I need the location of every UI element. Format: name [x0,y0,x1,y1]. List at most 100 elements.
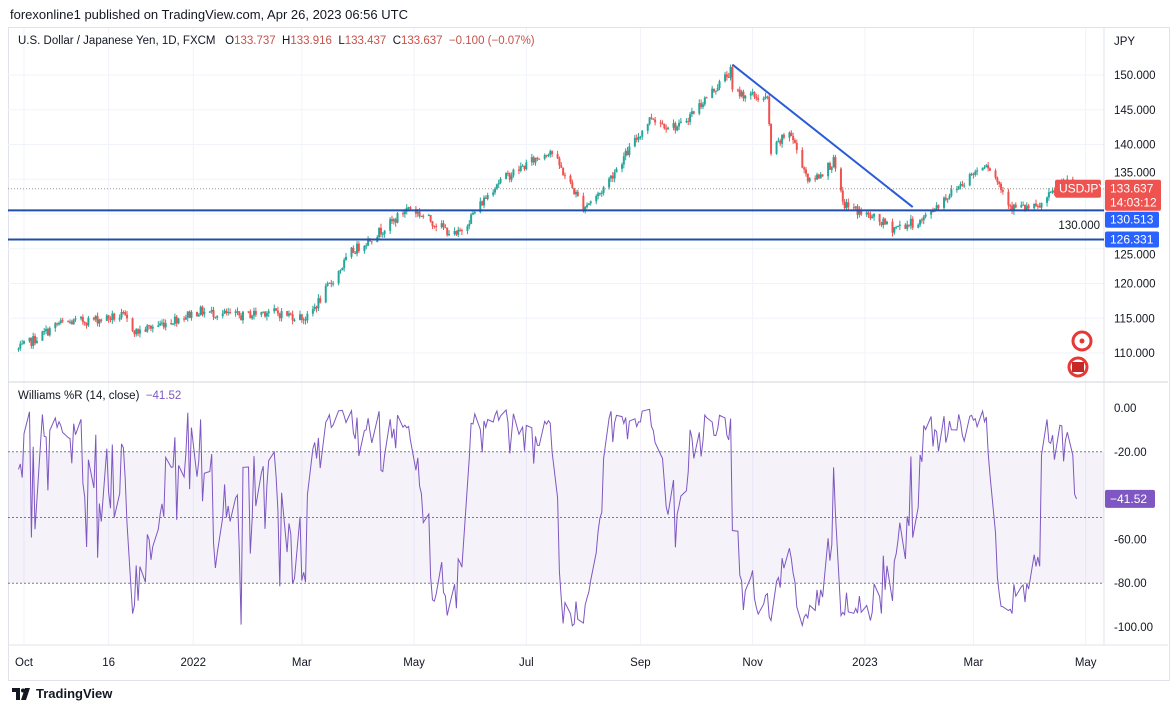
candle-body [755,96,758,99]
indicator-name: Williams %R (14, close) [18,390,140,402]
x-tick-label: May [1075,657,1097,669]
candle-body [370,241,373,243]
candle-body [963,185,966,187]
candle-body [576,191,579,196]
candle-body [532,157,535,163]
candle-body [350,247,353,257]
candle-body [468,223,471,227]
candle-body [1033,203,1036,209]
y-tick-label: 110.000 [1114,348,1155,360]
candle-body [159,323,162,326]
candle-body [930,211,933,215]
candle-body [770,124,773,154]
candle-body [740,91,743,97]
candle-body [56,323,59,325]
candle-body [122,312,125,314]
candle-body [724,74,727,82]
candle-body [944,197,947,200]
candle-body [628,146,631,156]
candle-body [867,212,870,215]
candle-body [613,172,616,179]
candle-body [238,311,241,316]
candle-body [597,193,600,197]
candle-body [821,174,824,177]
candle-body [505,172,508,179]
candle-body [830,167,833,170]
candle-body [135,329,138,335]
candle-body [622,156,625,165]
candle-body [409,207,412,210]
candle-body [69,321,71,323]
candle-body [113,313,116,320]
candle-body [337,271,340,284]
candle-body [124,312,127,315]
candle-body [884,218,887,225]
candle-body [536,157,539,159]
candle-body [959,184,962,187]
candle-body [650,117,653,119]
candle-body [57,323,60,325]
candle-body [598,193,601,195]
candle-body [418,211,421,217]
candle-body [1047,192,1050,198]
candle-body [700,103,703,107]
candle-body [354,252,357,254]
candle-body [392,219,395,222]
candle-body [989,168,991,171]
candle-body [492,192,495,196]
candle-body [208,311,211,313]
candle-body [175,316,178,324]
candle-body [582,195,585,212]
candle-body [210,309,213,312]
candle-body [731,67,734,90]
candle-body [832,157,835,168]
candle-body [172,323,175,325]
candle-body [512,169,515,176]
candle-body [300,314,303,321]
candle-body [249,311,252,319]
candle-body [499,178,502,183]
candle-body [133,330,136,335]
candle-body [637,136,640,140]
candle-body [950,189,953,196]
candle-body [873,214,876,217]
candle-body [203,311,206,315]
candle-body [45,328,48,332]
candle-body [107,315,110,319]
candle-body [943,197,945,208]
candle-body [871,216,874,219]
publish-info: forexonline1 published on TradingView.co… [10,7,408,22]
candle-body [1049,191,1052,193]
candle-body [378,227,381,237]
candle-body [659,122,662,124]
candle-body [276,310,279,314]
candle-body [648,117,651,125]
candle-body [987,165,990,169]
candle-body [365,245,368,247]
candle-body [267,311,270,314]
candle-body [665,128,668,130]
tradingview-logo[interactable]: TradingView [12,686,112,701]
candle-body [137,329,140,334]
y-tick-label: 125.000 [1114,249,1156,261]
y-tick-label: 145.000 [1114,105,1156,117]
candle-body [764,96,767,99]
candle-body [545,155,548,157]
candle-body [403,211,406,215]
candle-body [495,184,498,189]
candle-body [690,111,693,115]
candle-body [381,233,384,235]
candle-body [273,308,276,312]
candle-body [324,285,327,303]
candle-body [173,316,176,324]
candle-body [291,314,294,321]
candle-body [1046,197,1049,203]
candle-body [795,142,798,150]
candle-body [635,137,638,140]
candle-body [753,92,756,97]
candle-body [161,322,163,324]
candle-body [352,247,355,253]
candle-body [197,314,200,317]
indicator-legend: Williams %R (14, close) −41.52 [18,390,181,402]
